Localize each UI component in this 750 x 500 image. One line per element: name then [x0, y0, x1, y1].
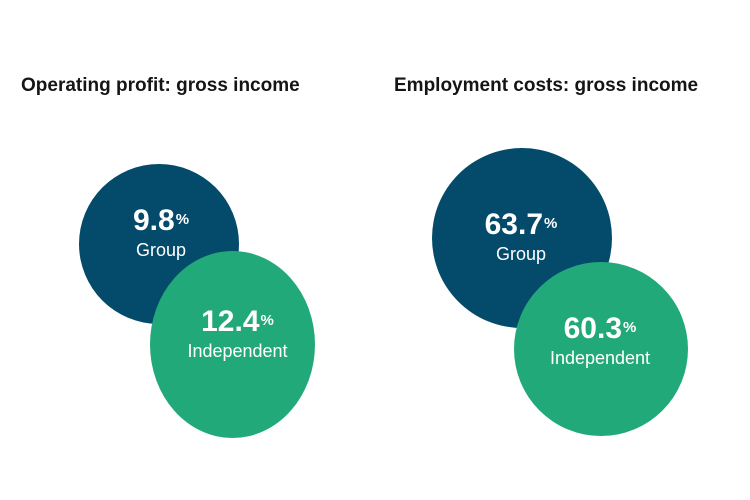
value-employment-costs-group: 63.7% [484, 208, 558, 241]
chart-title-operating-profit: Operating profit: gross income [21, 75, 300, 96]
label-employment-costs-independent: Independent [549, 348, 651, 368]
value-operating-profit-group: 9.8% [132, 204, 190, 237]
bubble-employment-costs-independent: 60.3% Independent [514, 262, 688, 436]
label-operating-profit-group: Group [135, 240, 187, 260]
bubble-operating-profit-group: 9.8% Group [79, 164, 239, 324]
label-employment-costs-group: Group [495, 244, 546, 264]
label-operating-profit-independent: Independent [187, 340, 288, 361]
value-employment-costs-independent: 60.3% [563, 312, 637, 345]
chart-title-employment-costs: Employment costs: gross income [394, 75, 699, 96]
value-operating-profit-independent: 12.4% [201, 304, 274, 338]
bubble-operating-profit-independent: 12.4% Independent [150, 251, 315, 438]
